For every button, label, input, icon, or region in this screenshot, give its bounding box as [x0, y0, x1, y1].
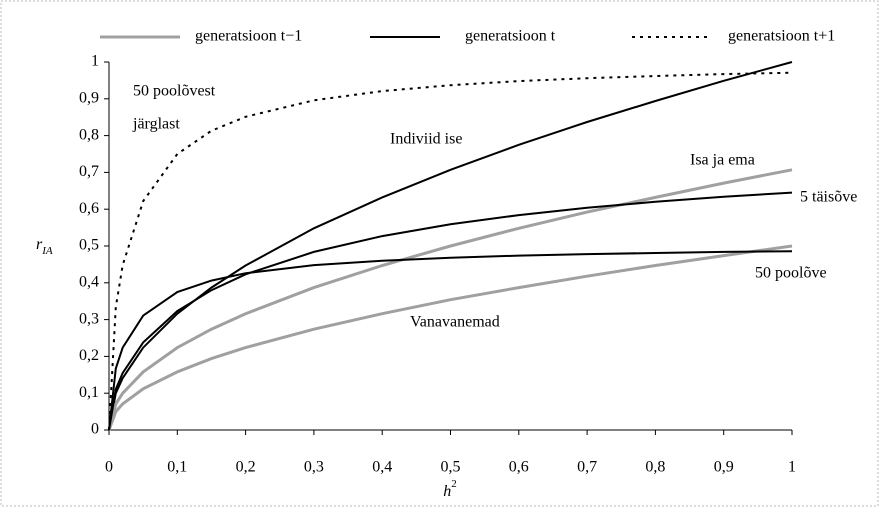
y-tick-label: 0,9: [79, 89, 99, 106]
y-tick-label: 0,6: [79, 200, 99, 217]
annotation: 50 poolõve: [755, 265, 827, 282]
x-tick-label: 0,7: [577, 459, 597, 476]
x-axis-label: h2: [443, 478, 457, 500]
y-axis-label: rIA: [36, 236, 53, 257]
y-tick-label: 0: [91, 421, 99, 438]
annotation: Indiviid ise: [390, 131, 462, 148]
x-tick-label: 0,6: [509, 459, 529, 476]
legend-label: generatsioon t+1: [728, 28, 835, 45]
y-axis-label-sub: IA: [41, 245, 53, 257]
y-tick-label: 0,1: [79, 384, 99, 401]
annotation: Vanavanemad: [410, 314, 500, 331]
x-tick-label: 0,1: [167, 459, 187, 476]
series-line: [108, 250, 793, 431]
x-tick-label: 1: [788, 459, 796, 476]
y-tick-label: 0,4: [79, 273, 99, 290]
annotation: järglast: [132, 116, 180, 133]
x-axis-label-sup: 2: [451, 478, 457, 490]
series-line: [108, 191, 793, 431]
x-tick-label: 0,3: [304, 459, 324, 476]
y-tick-label: 0,2: [79, 347, 99, 364]
series-line: [107, 244, 793, 431]
x-tick-label: 0: [105, 459, 113, 476]
y-tick-label: 0,5: [79, 237, 99, 254]
legend-label: generatsioon t−1: [195, 28, 302, 45]
x-tick-label: 0,8: [645, 459, 665, 476]
x-tick-label: 0,2: [236, 459, 256, 476]
x-axis-label-main: h: [443, 483, 451, 500]
x-tick-label: 0,5: [441, 459, 461, 476]
y-tick-label: 0,3: [79, 310, 99, 327]
series-line: [108, 61, 793, 431]
y-tick-label: 0,8: [79, 126, 99, 143]
annotation: Isa ja ema: [690, 152, 755, 169]
y-tick-label: 1: [91, 53, 99, 70]
series-line: [108, 71, 793, 431]
legend-label: generatsioon t: [465, 28, 556, 45]
y-axis-label-main: r: [36, 236, 43, 253]
x-tick-label: 0,4: [372, 459, 392, 476]
x-tick-label: 0,9: [714, 459, 734, 476]
annotation: 5 täisõve: [800, 189, 857, 206]
annotation: 50 poolõvest: [133, 83, 216, 100]
series-line: [107, 168, 793, 431]
y-tick-label: 0,7: [79, 163, 99, 180]
